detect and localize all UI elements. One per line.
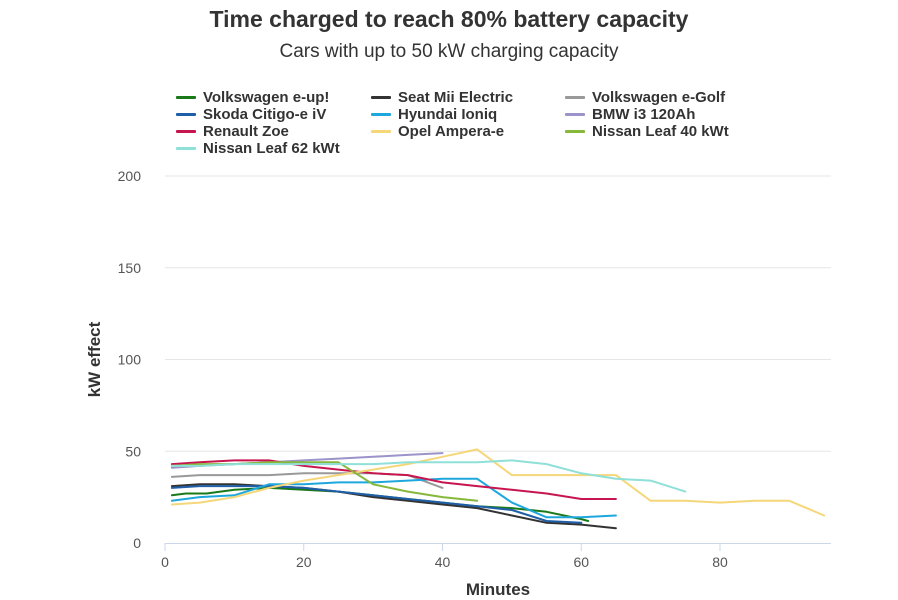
legend-label: Opel Ampera-e (398, 123, 505, 140)
y-tick-label-150: 150 (118, 260, 142, 276)
legend-label: Seat Mii Electric (398, 89, 514, 106)
x-tick-label-20: 20 (296, 554, 312, 570)
series-line-renault-zoe (170, 459, 617, 500)
series-line-skoda-citigo-e-iv (170, 485, 583, 524)
legend-label: Skoda Citigo-e iV (203, 106, 327, 123)
legend-item-skoda-citigo-e-iv[interactable]: Skoda Citigo-e iV (176, 106, 326, 123)
y-axis-title: kW effect (85, 321, 104, 397)
chart-title: Time charged to reach 80% battery capaci… (209, 6, 689, 32)
y-tick-label-0: 0 (133, 535, 141, 551)
legend-swatch (565, 96, 585, 99)
x-tick-label-80: 80 (712, 554, 728, 570)
legend-item-volkswagen-e-up[interactable]: Volkswagen e-up! (176, 89, 329, 106)
legend-swatch (565, 113, 585, 116)
legend-label: BMW i3 120Ah (592, 106, 696, 123)
legend-swatch (176, 113, 196, 116)
y-axis-ticks: 0 50 100 150 200 (118, 168, 142, 551)
y-tick-label-200: 200 (118, 168, 142, 184)
legend-swatch (565, 130, 585, 133)
x-tick-label-60: 60 (573, 554, 589, 570)
series-line-seat-mii-electric (170, 483, 617, 530)
y-tick-label-50: 50 (125, 443, 141, 459)
legend-swatch (371, 96, 391, 99)
x-axis-ticks: 0 20 40 60 80 (161, 543, 728, 570)
legend-item-opel-ampera-e[interactable]: Opel Ampera-e (371, 123, 504, 140)
legend-swatch (176, 147, 196, 150)
series-line-hyundai-ioniq (170, 477, 617, 519)
legend-label: Renault Zoe (203, 123, 289, 140)
legend-label: Volkswagen e-Golf (592, 89, 726, 106)
legend-label: Nissan Leaf 40 kWt (592, 123, 729, 140)
legend-item-volkswagen-e-golf[interactable]: Volkswagen e-Golf (565, 89, 725, 106)
legend-label: Nissan Leaf 62 kWt (203, 140, 340, 157)
legend-item-renault-zoe[interactable]: Renault Zoe (176, 123, 289, 140)
legend-item-bmw-i3-120ah[interactable]: BMW i3 120Ah (565, 106, 695, 123)
legend-label: Hyundai Ioniq (398, 106, 498, 123)
legend-label: Volkswagen e-up! (203, 89, 330, 106)
grid-lines (165, 175, 831, 452)
legend-item-nissan-leaf-40-kwt[interactable]: Nissan Leaf 40 kWt (565, 123, 729, 140)
legend-swatch (176, 96, 196, 99)
series-line-nissan-leaf-62-kwt (170, 459, 687, 493)
legend-item-nissan-leaf-62-kwt[interactable]: Nissan Leaf 62 kWt (176, 140, 340, 157)
x-axis-title: Minutes (466, 580, 530, 599)
x-tick-label-0: 0 (161, 554, 169, 570)
series-line-opel-ampera-e (170, 448, 826, 517)
legend-swatch (371, 113, 391, 116)
series-lines (170, 448, 826, 530)
legend-swatch (371, 130, 391, 133)
series-line-volkswagen-e-up (170, 486, 590, 522)
x-tick-label-40: 40 (435, 554, 451, 570)
legend-swatch (176, 130, 196, 133)
legend-item-seat-mii-electric[interactable]: Seat Mii Electric (371, 89, 513, 106)
legend-item-hyundai-ioniq[interactable]: Hyundai Ioniq (371, 106, 497, 123)
chart-subtitle: Cars with up to 50 kW charging capacity (279, 41, 619, 62)
y-tick-label-100: 100 (118, 352, 142, 368)
